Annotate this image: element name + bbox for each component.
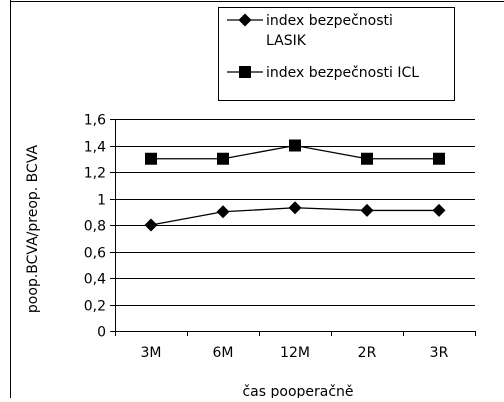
axes — [110, 119, 476, 336]
data-point-square — [217, 152, 229, 165]
legend-label-lasik-line1: index bezpečnosti — [266, 13, 393, 29]
data-point-diamond — [432, 203, 446, 217]
y-tick-label: 0 — [97, 325, 106, 341]
y-axis-label: poop.BCVA/preop. BCVA — [25, 145, 41, 314]
data-point-square — [289, 139, 301, 152]
y-tick-label: 0,6 — [84, 246, 106, 262]
x-tick-labels: 3M 6M 12M 2R 3R — [141, 345, 449, 361]
data-point-square — [361, 152, 373, 165]
series — [144, 139, 446, 232]
x-tick-label: 2R — [358, 345, 377, 361]
data-point-diamond — [288, 201, 302, 215]
y-tick-label: 1,6 — [84, 113, 106, 129]
data-point-square — [145, 152, 157, 165]
data-point-diamond — [144, 218, 158, 232]
y-tick-label: 1,2 — [84, 166, 106, 182]
x-tick-label: 3M — [141, 345, 162, 361]
x-tick-label: 6M — [213, 345, 234, 361]
legend-label-lasik-line2: LASIK — [266, 33, 307, 49]
y-tick-labels: 0 0,2 0,4 0,6 0,8 1 1,2 1,4 1,6 — [84, 113, 106, 341]
data-point-diamond — [216, 205, 230, 219]
legend-label-icl: index bezpečnosti ICL — [266, 65, 419, 81]
y-tick-label: 1 — [97, 193, 106, 209]
x-tick-label: 12M — [280, 345, 310, 361]
legend-marker-lasik-diamond-icon — [238, 13, 252, 27]
y-tick-label: 0,4 — [84, 272, 106, 288]
legend: index bezpečnosti LASIK index bezpečnost… — [218, 7, 455, 101]
data-point-diamond — [360, 203, 374, 217]
legend-marker-icl-square-icon — [239, 66, 251, 78]
x-tick-label: 3R — [430, 345, 449, 361]
y-tick-label: 0,8 — [84, 219, 106, 235]
legend-box — [218, 7, 455, 101]
y-tick-label: 0,2 — [84, 299, 106, 315]
x-axis-label: čas pooperačně — [242, 384, 353, 398]
data-point-square — [433, 152, 445, 165]
y-tick-label: 1,4 — [84, 140, 106, 156]
